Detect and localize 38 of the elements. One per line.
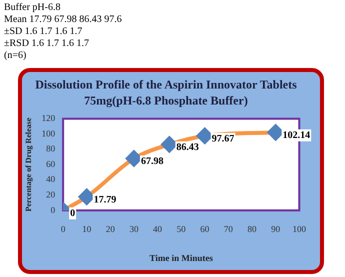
point [196, 128, 213, 144]
x-tick-label: 80 [248, 224, 258, 234]
data-label: 17.79 [94, 194, 116, 206]
text: ±SD 1.6 1.7 1.6 1.7 [4, 26, 84, 38]
y-axis-title: Percentage of Drug Release [24, 117, 33, 212]
y-tick-label: 80 [46, 144, 56, 154]
data-label: 86.43 [176, 142, 199, 154]
y-tick-label: 0 [50, 204, 56, 215]
text: (n=6) [4, 50, 28, 62]
x-tick-label: 40 [153, 224, 163, 234]
text: Mean 17.79 67.98 86.43 97.6 [4, 14, 123, 26]
x-axis-title: Time in Minutes [150, 252, 214, 263]
data-label: 67.98 [140, 156, 164, 168]
point [78, 188, 95, 205]
y-tick-label: 60 [46, 158, 56, 169]
y-tick-label: 40 [46, 174, 56, 184]
data-label: 102.14 [282, 130, 310, 142]
data-label: 0 [70, 208, 76, 219]
x-tick-label: 60 [200, 224, 210, 234]
y-tick-label: 100 [42, 128, 56, 138]
chart-subtitle: 75mg(pH-6.8 Phosphate Buffer) [84, 94, 248, 108]
point [268, 124, 284, 140]
x-tick-label: 70 [224, 224, 234, 234]
y-tick-label: 20 [46, 189, 56, 200]
text: ±RSD 1.6 1.7 1.6 1.7 [4, 38, 90, 50]
data-label: 97.67 [212, 133, 234, 144]
x-tick-label: 30 [129, 224, 139, 234]
x-tick-label: 20 [106, 224, 116, 234]
x-tick-label: 0 [60, 224, 66, 234]
chart-title: Dissolution Profile of the Aspirin Innovator Tablets [35, 77, 298, 92]
y-tick-label: 120 [42, 113, 56, 124]
text: Buffer pH-6.8 [4, 2, 62, 14]
point [161, 136, 178, 152]
x-tick-label: 10 [82, 224, 92, 234]
x-tick-label: 100 [292, 224, 306, 234]
x-tick-label: 50 [176, 224, 186, 234]
point [126, 150, 142, 167]
x-tick-label: 90 [271, 224, 281, 234]
